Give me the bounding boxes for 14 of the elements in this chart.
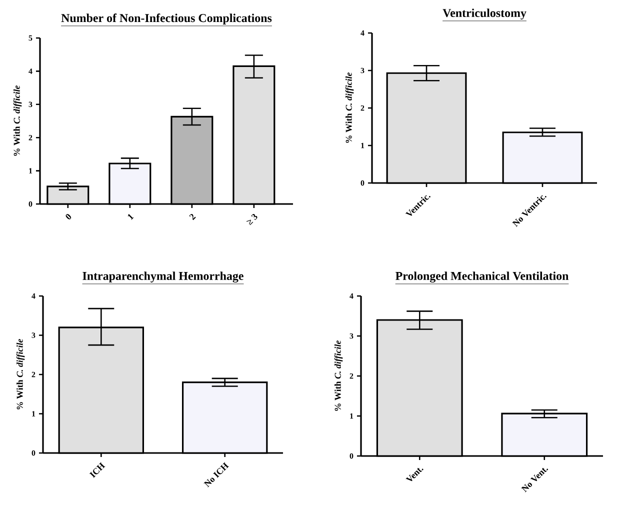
x-tick-label: 2: [189, 214, 196, 220]
x-tick-label: Vent.: [406, 468, 424, 482]
y-axis-title: % With C. difficile: [13, 85, 22, 156]
y-axis-title: % With C. difficile: [16, 339, 25, 410]
y-axis-title: % With C. difficile: [334, 340, 343, 411]
chart-title: Intraparenchymal Hemorrhage: [82, 272, 244, 283]
x-tick-label: ≥ 3: [246, 214, 258, 226]
x-tick-label: No Vent.: [521, 468, 548, 492]
x-tick-label: 0: [66, 214, 72, 220]
x-tick-label: 1: [128, 214, 134, 220]
chart-title: Prolonged Mechanical Ventilation: [396, 272, 569, 283]
y-axis-title: % With C. difficile: [345, 72, 354, 143]
chart-title: Number of Non-Infectious Complications: [61, 14, 272, 25]
chart-title: Ventriculostomy: [442, 8, 526, 20]
